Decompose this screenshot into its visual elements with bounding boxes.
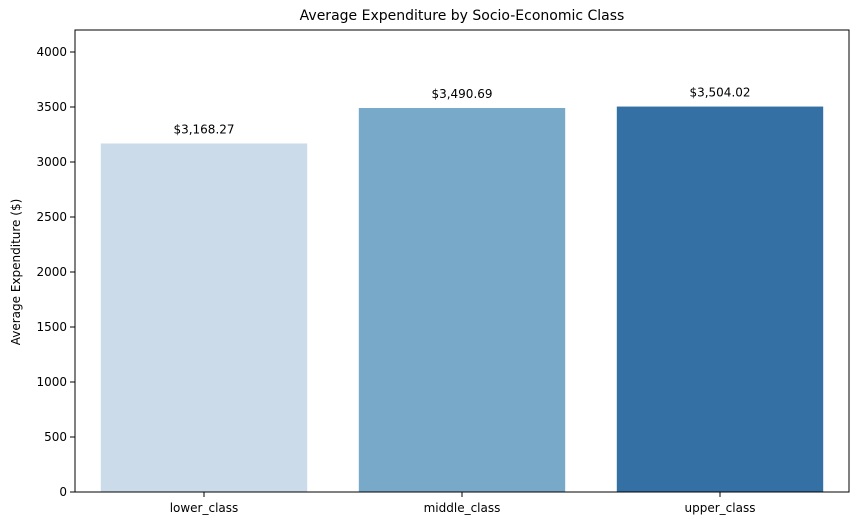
y-tick-label: 4000	[36, 45, 67, 59]
y-tick-label: 1500	[36, 320, 67, 334]
x-ticks	[203, 492, 721, 497]
bar-middle_class	[358, 108, 566, 492]
data-labels: $3,168.27 $3,490.69 $3,504.02	[173, 86, 750, 137]
y-tick-label: 0	[59, 485, 67, 499]
data-label-middle_class: $3,490.69	[431, 87, 492, 101]
y-tick-label: 1000	[36, 375, 67, 389]
y-axis-label: Average Expenditure ($)	[9, 199, 23, 346]
bar-upper_class	[616, 106, 824, 492]
data-label-lower_class: $3,168.27	[173, 122, 234, 136]
plot-frame	[74, 29, 850, 493]
x-tick-labels: lower_class middle_class upper_class	[170, 501, 756, 515]
y-tick-label: 3000	[36, 155, 67, 169]
bar-lower_class	[100, 143, 308, 492]
data-label-upper_class: $3,504.02	[689, 86, 750, 100]
chart-title: Average Expenditure by Socio-Economic Cl…	[300, 8, 625, 24]
x-tick-label: middle_class	[424, 501, 501, 515]
x-tick-label: lower_class	[170, 501, 239, 515]
y-tick-labels: 0 500 1000 1500 2000 2500 3000 3500 4000	[36, 45, 67, 499]
y-tick-label: 500	[44, 430, 67, 444]
y-ticks	[70, 51, 75, 493]
y-tick-label: 2500	[36, 210, 67, 224]
y-tick-label: 3500	[36, 100, 67, 114]
x-tick-label: upper_class	[685, 501, 756, 515]
y-tick-label: 2000	[36, 265, 67, 279]
bars-group	[100, 106, 824, 492]
